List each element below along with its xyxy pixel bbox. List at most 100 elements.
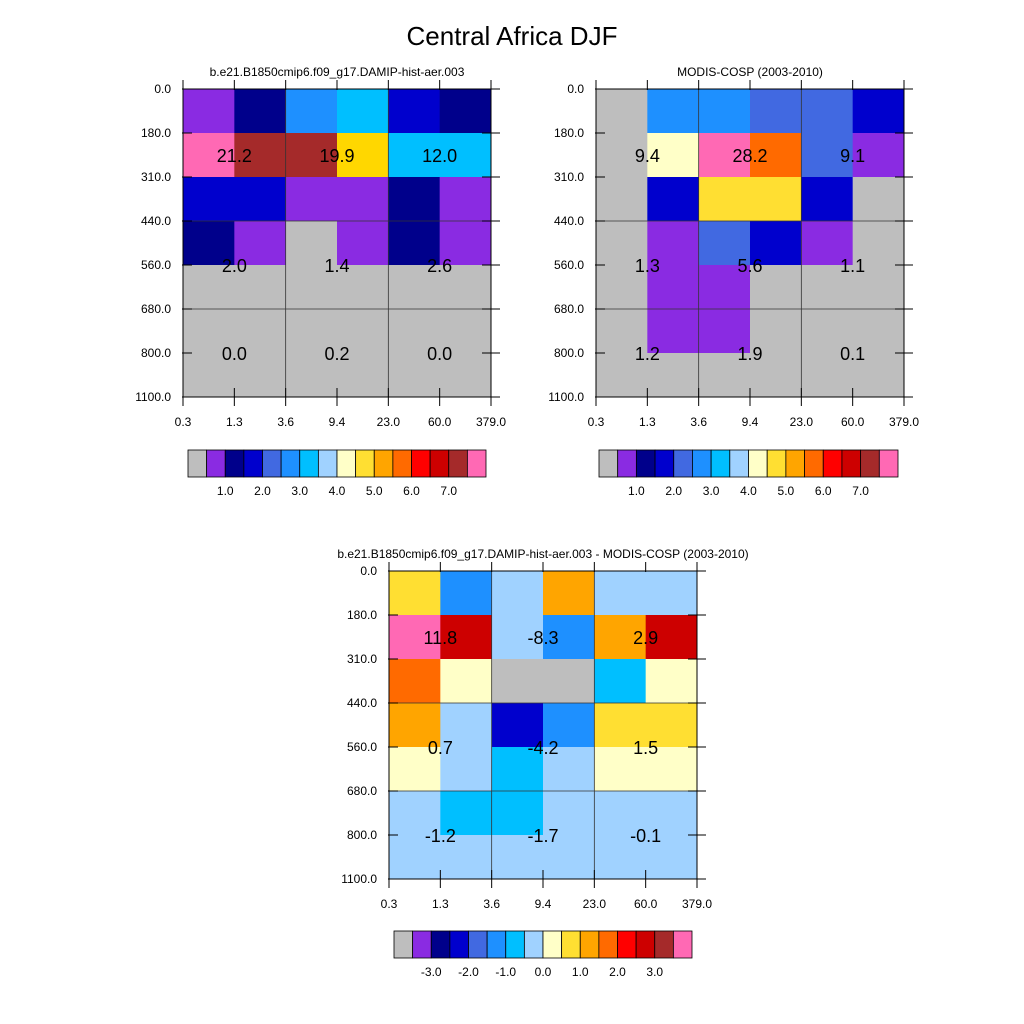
y-tick-label: 310.0 [554,170,584,184]
heatmap-cell [440,835,493,880]
y-tick-label: 440.0 [554,214,584,228]
x-tick-label: 3.6 [483,897,500,911]
heatmap-cell [337,133,389,178]
y-tick-label: 180.0 [554,126,584,140]
x-tick-label: 9.4 [742,415,759,429]
heatmap-cell [645,791,698,836]
heatmap-cell [543,615,595,660]
heatmap-cell [647,221,700,266]
heatmap-cell [389,571,441,616]
colorbar-box [262,449,282,478]
cell-value-label: 0.2 [324,344,349,364]
colorbar-box [617,930,637,959]
y-tick-label: 560.0 [141,258,171,272]
heatmap-cell [596,353,648,398]
heatmap-cell [596,221,648,266]
x-tick-label: 0.3 [381,897,398,911]
colorbar-label: 5.0 [366,484,383,498]
colorbar-box [411,449,431,478]
cell-value-label: 19.9 [319,146,354,166]
heatmap-cell [439,265,492,310]
colorbar: -3.0 -2.0 -1.0 0.0 1.0 2.0 3.0 [393,930,693,979]
y-tick-label: 1100.0 [135,390,171,404]
heatmap-cell [389,747,441,792]
grid-lines [389,571,697,879]
panel-title: MODIS-COSP (2003-2010) [677,65,823,79]
heatmap-cell [337,353,389,398]
colorbar-box [336,449,357,478]
colorbar-label: 1.0 [217,484,234,498]
heatmap-cell [801,353,854,398]
heatmap-cell [491,615,544,660]
heatmap-cell [388,265,441,310]
heatmap-cell [543,835,595,880]
heatmap-cell [183,221,235,266]
heatmap-cell [698,221,751,266]
cell-value-label: 5.6 [737,256,762,276]
heatmap-cell [801,89,854,134]
heatmap-cell [337,177,389,222]
cell-value-label: 0.0 [222,344,247,364]
panel-1: MODIS-COSP (2003-2010) 0.0 180.0 310.0 440.0… [548,65,919,498]
heatmap-cell [750,177,802,222]
cell-value-label: -4.2 [527,738,558,758]
heatmap-cell [647,265,700,310]
heatmap-cell [285,309,338,354]
heatmap-cell [645,703,698,748]
heatmap-cell [440,615,493,660]
panel-2: b.e21.B1850cmip6.f09_g17.DAMIP-hist-aer.… [337,547,748,979]
cell-value-label: 12.0 [422,146,457,166]
heatmap-cell [285,133,338,178]
cell-value-label: 1.3 [635,256,660,276]
heatmap-cell [337,221,389,266]
cell-value-label: 11.8 [423,628,457,648]
heatmap-cell [337,309,389,354]
colorbar: 1.0 2.0 3.0 4.0 5.0 6.0 7.0 [598,449,899,498]
heatmap-cell [389,791,441,836]
heatmap-cell [647,309,700,354]
colorbar-box [672,930,693,959]
x-tick-label: 9.4 [329,415,346,429]
heatmap-cell [594,791,647,836]
heatmap-cells [389,571,698,880]
heatmap-cell [698,353,751,398]
x-tick-label: 1.3 [226,415,243,429]
panel-0: b.e21.B1850cmip6.f09_g17.DAMIP-hist-aer.… [135,65,506,498]
x-tick-label: 0.3 [175,415,192,429]
colorbar-label: 1.0 [628,484,645,498]
colorbar-label: 5.0 [778,484,795,498]
colorbar-box [598,930,618,959]
colorbar-box [822,449,843,478]
colorbar-box [635,449,656,478]
x-tick-label: 1.3 [639,415,656,429]
heatmap-cell [647,353,700,398]
heatmap-cell [594,747,647,792]
colorbar-box [766,449,787,478]
colorbar-box [561,930,581,959]
y-tick-label: 180.0 [347,608,377,622]
cell-value-label: 2.6 [427,256,452,276]
heatmap-cell [543,571,595,616]
colorbar-box [393,930,414,959]
colorbar-label: 2.0 [665,484,682,498]
heatmap-cell [234,265,287,310]
heatmap-cell [645,571,698,616]
colorbar-box [542,930,563,959]
cell-value-label: 0.7 [428,738,453,758]
heatmap-cell [183,133,235,178]
heatmap-cell [285,265,338,310]
cell-value-label: 9.4 [635,146,660,166]
x-tick-label: 3.6 [277,415,294,429]
heatmap-cell [285,177,338,222]
cell-value-label: -0.1 [630,826,661,846]
heatmap-cell [852,309,905,354]
y-tick-label: 560.0 [554,258,584,272]
heatmap-cell [491,747,544,792]
heatmap-cell [801,133,854,178]
colorbar-box [224,449,245,478]
panel-title: b.e21.B1850cmip6.f09_g17.DAMIP-hist-aer.… [337,547,748,561]
heatmap-cell [596,89,648,134]
heatmap-cell [852,353,905,398]
heatmap-cell [440,791,493,836]
heatmap-cell [594,571,647,616]
